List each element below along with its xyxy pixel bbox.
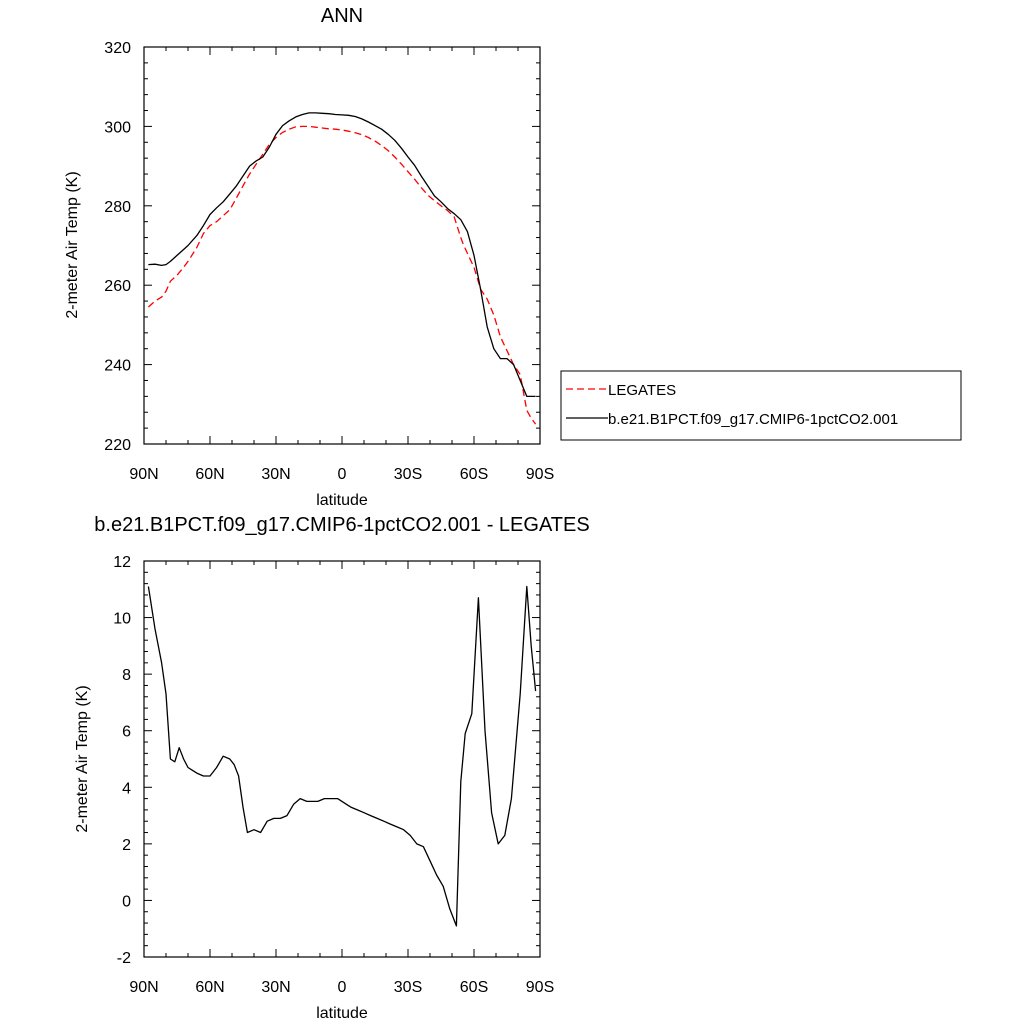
top-x-tick-label: 90N <box>129 466 158 483</box>
bottom-y-tick-label: 2 <box>122 837 131 854</box>
top-y-axis-label: 2-meter Air Temp (K) <box>64 171 81 318</box>
bottom-x-tick-label: 30S <box>394 979 422 996</box>
top-series-line-1 <box>148 112 536 398</box>
top-x-tick-label: 0 <box>338 466 347 483</box>
top-y-tick-label: 220 <box>104 437 131 454</box>
top-x-tick-label: 30N <box>261 466 290 483</box>
bottom-y-tick-label: 6 <box>122 724 131 741</box>
bottom-plot-frame <box>143 560 541 958</box>
bottom-y-axis-label: 2-meter Air Temp (K) <box>74 685 91 832</box>
bottom-y-tick-label: 12 <box>113 554 131 571</box>
top-series-line-0 <box>147 125 537 425</box>
top-y-tick-label: 240 <box>104 358 131 375</box>
bottom-panel: b.e21.B1PCT.f09_g17.CMIP6-1pctCO2.001 - … <box>74 514 590 1022</box>
legend: LEGATES b.e21.B1PCT.f09_g17.CMIP6-1pctCO… <box>560 370 962 441</box>
bottom-x-tick-label: 0 <box>338 979 347 996</box>
bottom-x-tick-label: 60S <box>460 979 488 996</box>
top-panel: ANN 220 240 260 280 300 320 90N 60N 30N 0 30S 60S 90… <box>64 5 962 509</box>
top-x-tick-label: 60S <box>460 466 488 483</box>
top-y-tick-label: 280 <box>104 199 131 216</box>
bottom-y-tick-label: 0 <box>122 893 131 910</box>
bottom-x-tick-label: 60N <box>195 979 224 996</box>
bottom-plot-marks: -2 0 2 4 6 8 10 12 90N 60N 30N 0 30S 60S 90S <box>113 554 554 996</box>
top-chart-title: ANN <box>321 5 363 27</box>
bottom-y-tick-label: 8 <box>122 667 131 684</box>
top-y-tick-label: 300 <box>104 119 131 136</box>
bottom-y-tick-label: -2 <box>117 950 131 967</box>
top-x-axis-label: latitude <box>316 492 368 509</box>
top-x-tick-label: 60N <box>195 466 224 483</box>
top-x-tick-label: 30S <box>394 466 422 483</box>
top-y-tick-label: 260 <box>104 278 131 295</box>
bottom-y-tick-label: 10 <box>113 611 131 628</box>
bottom-chart-title: b.e21.B1PCT.f09_g17.CMIP6-1pctCO2.001 - … <box>94 514 589 536</box>
bottom-series-line-0 <box>147 585 537 927</box>
legend-box <box>560 370 962 441</box>
legend-label-model: b.e21.B1PCT.f09_g17.CMIP6-1pctCO2.001 <box>608 411 898 428</box>
top-y-tick-label: 320 <box>104 40 131 57</box>
bottom-y-tick-label: 4 <box>122 780 131 797</box>
legend-label-legates: LEGATES <box>608 382 676 399</box>
bottom-x-axis-label: latitude <box>316 1005 368 1022</box>
top-plot-frame <box>143 46 541 445</box>
bottom-x-tick-label: 30N <box>261 979 290 996</box>
bottom-x-tick-label: 90N <box>129 979 158 996</box>
bottom-x-tick-label: 90S <box>526 979 554 996</box>
top-x-tick-label: 90S <box>526 466 554 483</box>
top-plot-marks: 220 240 260 280 300 320 90N 60N 30N 0 30S 60S 90S <box>104 40 554 483</box>
